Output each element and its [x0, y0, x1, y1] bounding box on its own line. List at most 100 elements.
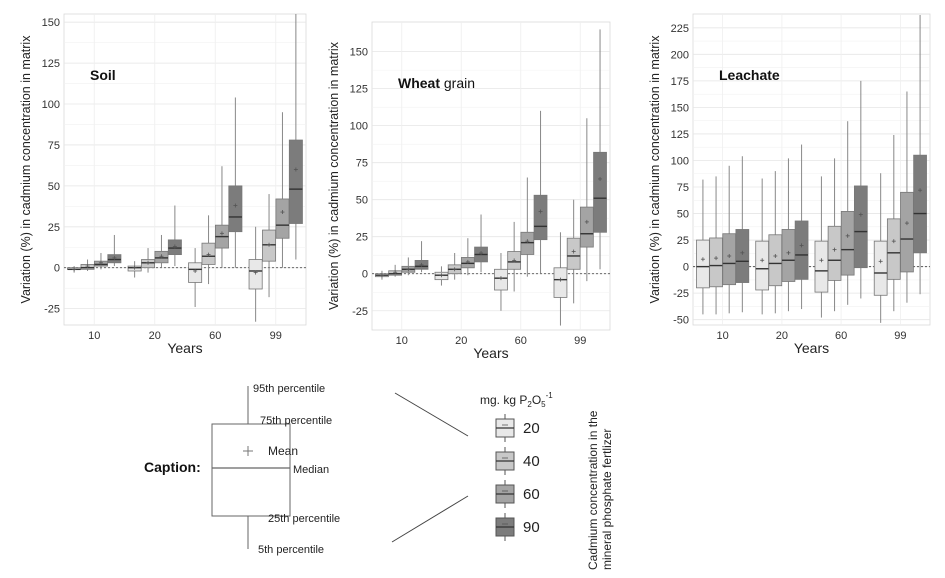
panel-title: Soil — [90, 67, 116, 83]
caption-median-label: Median — [293, 464, 329, 476]
box-10-40 — [80, 259, 95, 271]
panel-title: Leachate — [719, 67, 780, 83]
box-iqr — [228, 185, 243, 233]
box-20-90 — [794, 144, 809, 310]
y-axis-label: Variation (%) in cadmium concentration i… — [648, 35, 662, 304]
y-tick-label: 25 — [48, 222, 60, 234]
y-tick-label: 100 — [671, 155, 689, 167]
box-60-60 — [840, 121, 855, 305]
box-60-90 — [228, 97, 243, 268]
box-99-90 — [288, 14, 303, 260]
x-tick-label: 60 — [515, 335, 527, 347]
caption-mean-label: Mean — [268, 444, 298, 458]
box-iqr — [735, 229, 750, 283]
box-99-20 — [873, 173, 888, 323]
box-10-90 — [735, 156, 750, 313]
y-axis-label: Variation (%) in cadmium concentration i… — [327, 41, 341, 310]
box-20-40 — [141, 248, 156, 273]
box-10-60 — [401, 257, 416, 276]
box-iqr — [288, 139, 303, 224]
box-10-90 — [414, 241, 429, 273]
box-iqr — [853, 185, 868, 269]
y-tick-label: 125 — [42, 58, 60, 70]
box-10-40 — [388, 264, 403, 277]
box-60-20 — [188, 248, 203, 307]
x-tick-label: 60 — [209, 330, 221, 342]
y-tick-label: -25 — [673, 288, 689, 300]
box-60-90 — [853, 80, 868, 299]
box-20-40 — [768, 171, 783, 314]
x-tick-label: 10 — [88, 330, 100, 342]
box-20-90 — [474, 214, 488, 273]
x-tick-label: 99 — [894, 330, 906, 342]
y-tick-label: 100 — [350, 121, 368, 133]
panel-title: Wheat grain — [398, 75, 475, 91]
box-iqr — [593, 151, 607, 233]
x-tick-label: 10 — [717, 330, 729, 342]
y-tick-label: 175 — [671, 76, 689, 88]
box-10-20 — [696, 179, 710, 315]
box-99-40 — [566, 199, 581, 304]
x-tick-label: 20 — [455, 335, 467, 347]
legend-item-label-90: 90 — [523, 519, 540, 536]
plot-area — [371, 21, 611, 331]
panel-title-bold: Leachate — [719, 67, 780, 83]
legend-key-60 — [495, 480, 515, 508]
box-10-90 — [107, 234, 122, 267]
y-tick-label: 125 — [350, 84, 368, 96]
box-20-20 — [434, 266, 449, 286]
y-tick-label: 150 — [42, 17, 60, 29]
box-20-40 — [447, 253, 462, 280]
y-tick-label: 75 — [356, 158, 368, 170]
x-tick-label: 99 — [574, 335, 586, 347]
caption-connector-top — [394, 392, 469, 437]
x-tick-label: 20 — [149, 330, 161, 342]
y-tick-label: -25 — [352, 306, 368, 318]
caption-boxplot — [211, 386, 291, 549]
y-tick-label: 0 — [683, 262, 689, 274]
chart-panel-0: -25 0 25 50 75 100 125 150 10 20 60 99 Years Variatio… — [19, 13, 307, 356]
y-tick-label: 0 — [54, 263, 60, 275]
y-tick-label: 50 — [356, 195, 368, 207]
y-tick-label: 200 — [671, 49, 689, 61]
box-iqr — [533, 194, 548, 241]
y-axis-label: Variation (%) in cadmium concentration i… — [19, 35, 33, 304]
legend-key-90 — [495, 513, 515, 541]
y-tick-label: -50 — [673, 315, 689, 327]
y-tick-label: -25 — [44, 304, 60, 316]
box-20-20 — [127, 261, 142, 278]
x-axis-label: Years — [473, 345, 508, 361]
box-60-20 — [494, 253, 508, 311]
caption-label: Caption: — [144, 459, 201, 475]
legend-side-title-line2: mineral phosphate fertlizer — [600, 429, 614, 570]
box-iqr — [520, 231, 535, 255]
box-iqr — [794, 220, 809, 280]
chart-panel-1: -25 0 25 50 75 100 125 150 10 20 60 99 Years Variatio… — [327, 21, 611, 361]
x-axis-label: Years — [794, 340, 829, 356]
panel-title-bold: Wheat — [398, 75, 440, 91]
caption-p5-label: 5th percentile — [258, 544, 324, 556]
box-10-40 — [709, 176, 723, 315]
panel-title-rest: grain — [440, 75, 475, 91]
panel-title-bold: Soil — [90, 67, 116, 83]
chart-panel-2: -50 -25 0 25 50 75 100 125 150 175 200 225 10 20 60 99 Y… — [648, 13, 931, 356]
box-20-60 — [154, 234, 169, 268]
caption-p95-label: 95th percentile — [253, 383, 325, 395]
x-tick-label: 60 — [835, 330, 847, 342]
box-iqr — [566, 237, 581, 270]
legend-item-label-40: 40 — [523, 453, 540, 470]
box-60-60 — [520, 177, 535, 277]
box-iqr — [913, 154, 927, 254]
box-iqr — [553, 267, 568, 298]
box-60-90 — [533, 110, 548, 274]
caption-connector-bottom — [391, 495, 469, 543]
box-20-60 — [460, 238, 475, 276]
x-tick-label: 20 — [776, 330, 788, 342]
box-99-60 — [579, 118, 594, 282]
caption-p75-label: 75th percentile — [260, 415, 332, 427]
x-tick-label: 10 — [396, 335, 408, 347]
box-60-40 — [827, 158, 842, 312]
legend-side-title-line1: Cadmium concentration in the — [586, 410, 600, 570]
y-tick-label: 25 — [356, 232, 368, 244]
